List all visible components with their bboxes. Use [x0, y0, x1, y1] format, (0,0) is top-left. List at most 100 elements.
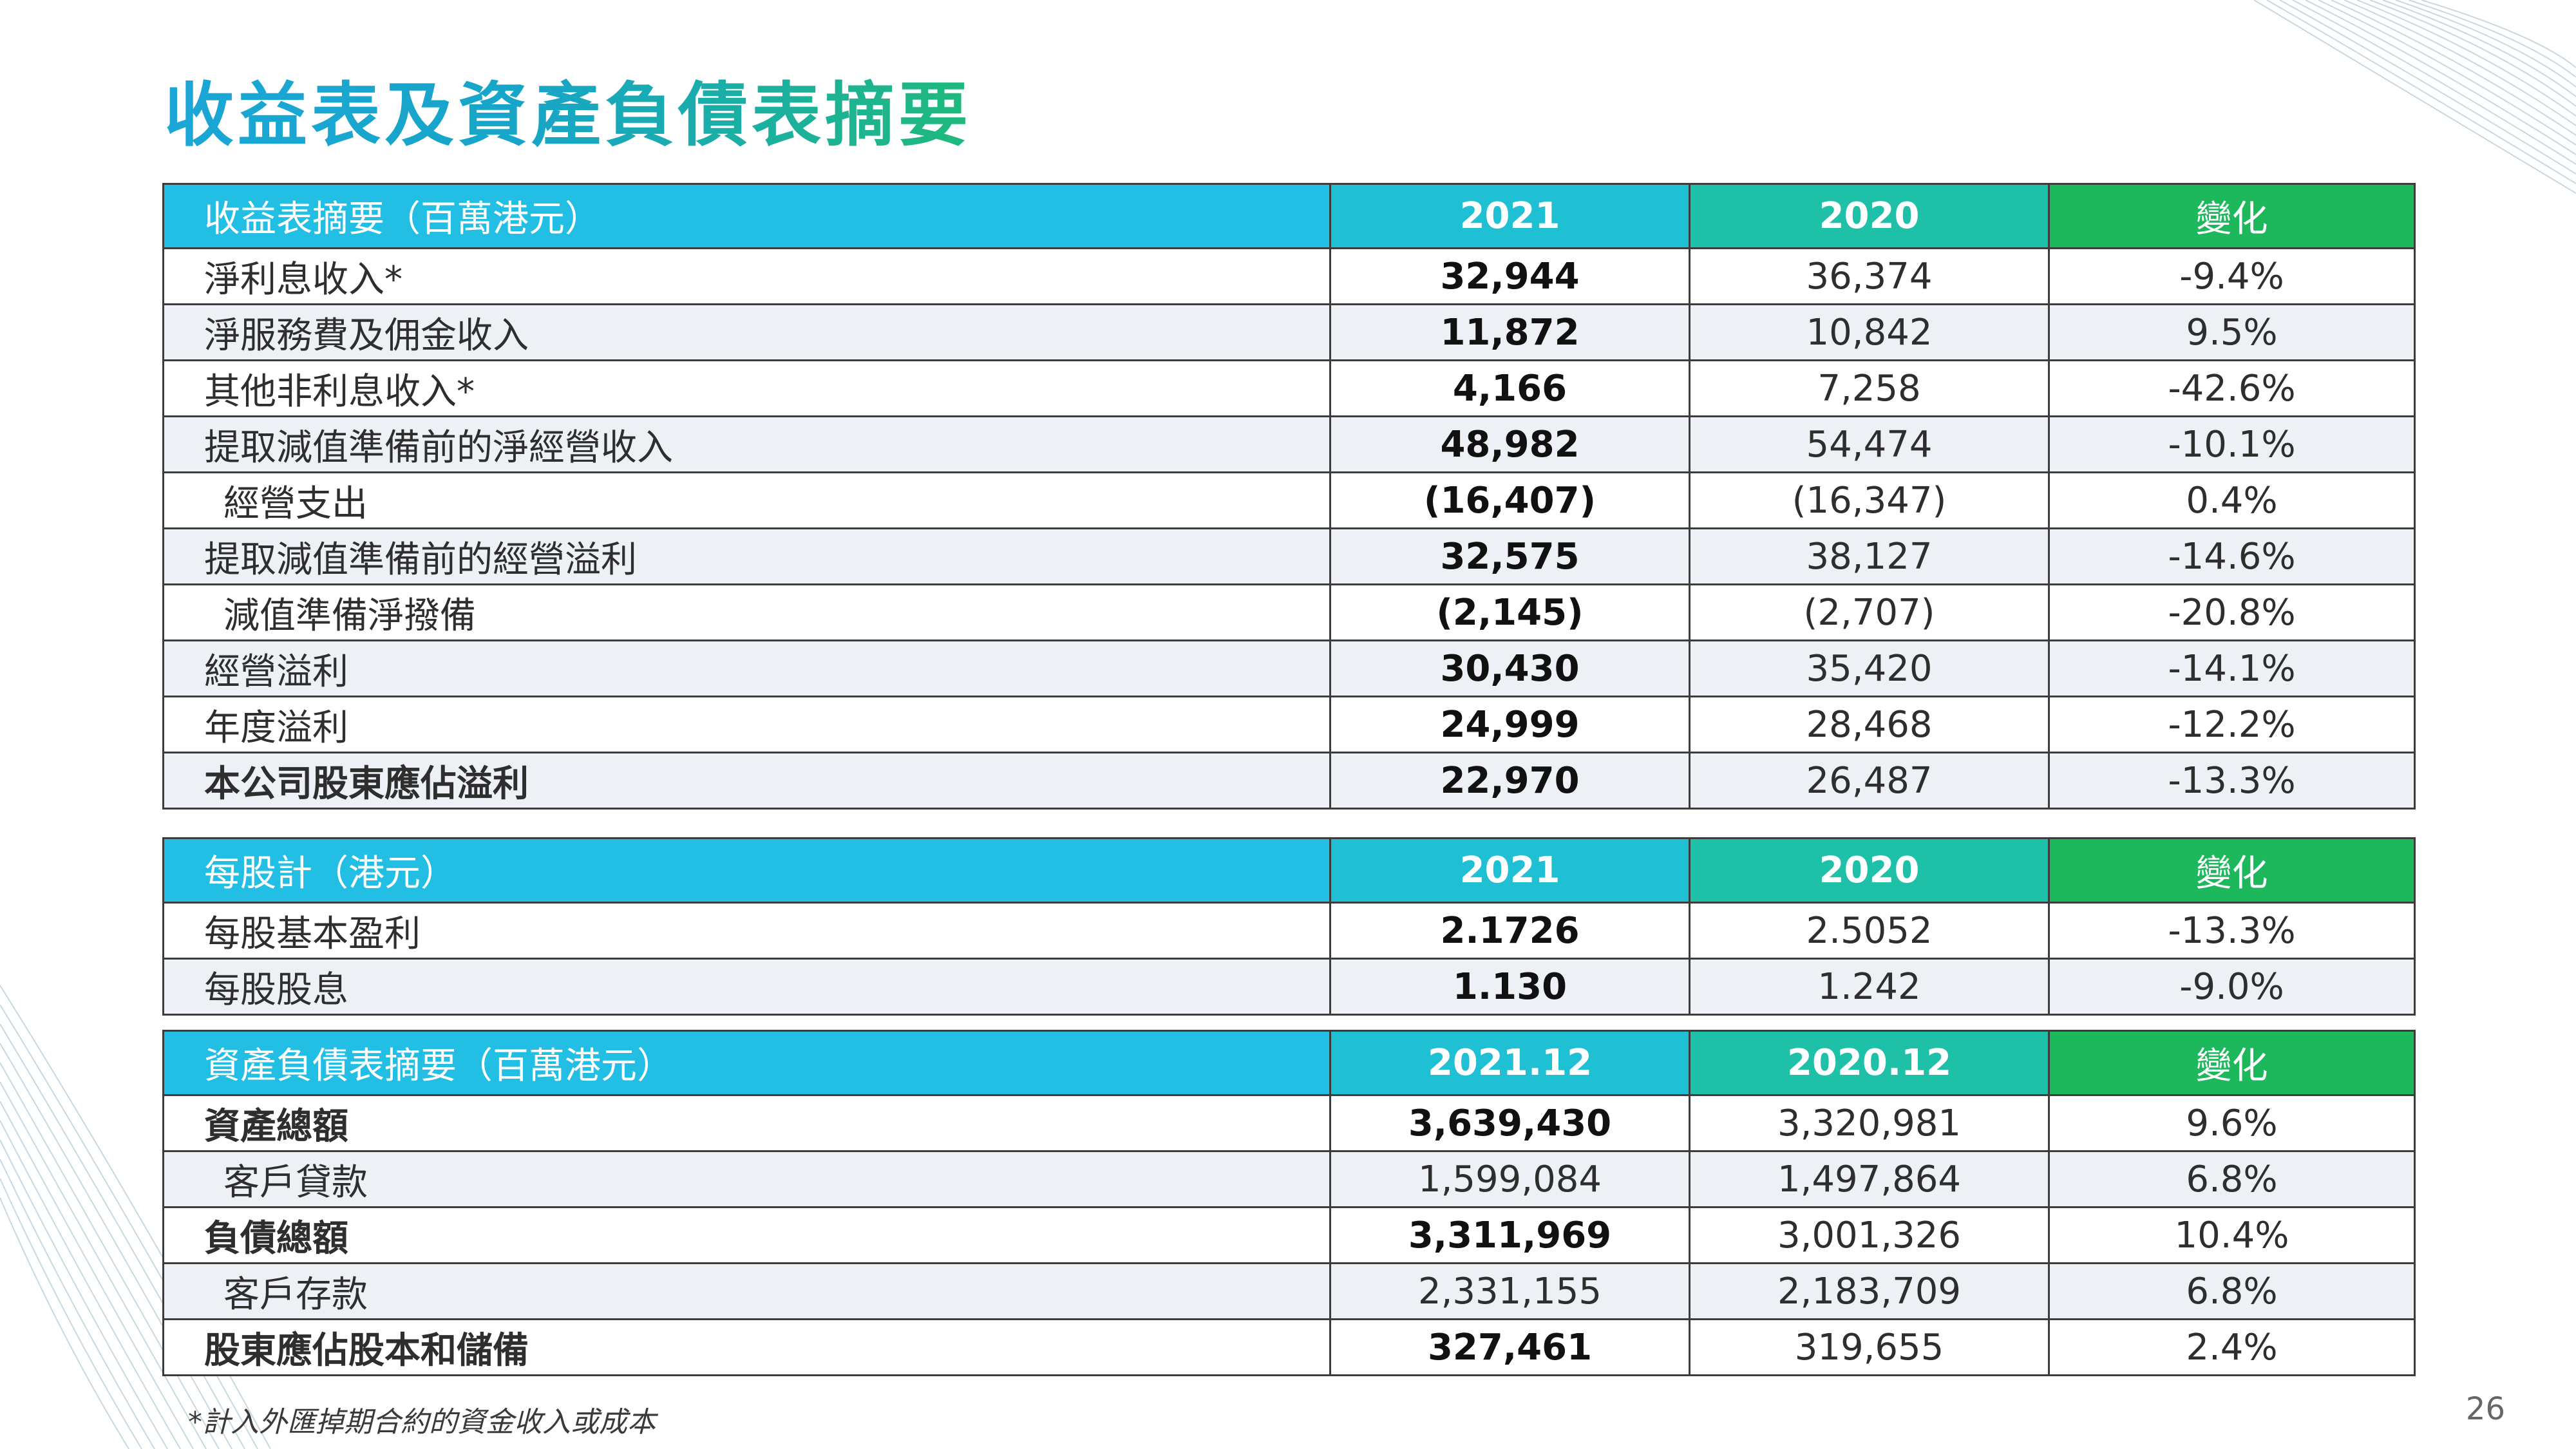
value-change: -10.1%	[2048, 415, 2416, 473]
header-change: 變化	[2048, 183, 2416, 249]
income-statement-table: 收益表摘要（百萬港元） 2021 2020 變化 淨利息收入* 32,944 3…	[162, 183, 2416, 810]
table-row: 股東應佔股本和儲備 327,461 319,655 2.4%	[162, 1318, 2416, 1376]
table-row: 減值準備淨撥備 (2,145) (2,707) -20.8%	[162, 583, 2416, 641]
value-2020: 319,655	[1689, 1318, 2050, 1376]
value-change: -42.6%	[2048, 359, 2416, 417]
value-2020: 2,183,709	[1689, 1262, 2050, 1320]
value-2021: 48,982	[1329, 415, 1690, 473]
row-label: 提取減值準備前的經營溢利	[162, 527, 1331, 585]
value-2021: 2,331,155	[1329, 1262, 1690, 1320]
value-2021: 32,575	[1329, 527, 1690, 585]
table-row: 本公司股東應佔溢利 22,970 26,487 -13.3%	[162, 752, 2416, 810]
table-row: 淨利息收入* 32,944 36,374 -9.4%	[162, 247, 2416, 305]
footnote: *計入外匯掉期合約的資金收入或成本	[188, 1406, 656, 1439]
header-label: 資產負債表摘要（百萬港元）	[162, 1030, 1331, 1096]
value-2020: (16,347)	[1689, 471, 2050, 529]
value-change: -14.6%	[2048, 527, 2416, 585]
row-label: 每股基本盈利	[162, 902, 1331, 960]
table-row: 提取減值準備前的經營溢利 32,575 38,127 -14.6%	[162, 527, 2416, 585]
value-2021: 327,461	[1329, 1318, 1690, 1376]
table-row: 提取減值準備前的淨經營收入 48,982 54,474 -10.1%	[162, 415, 2416, 473]
value-change: 6.8%	[2048, 1262, 2416, 1320]
table-row: 淨服務費及佣金收入 11,872 10,842 9.5%	[162, 303, 2416, 361]
row-label: 股東應佔股本和儲備	[162, 1318, 1331, 1376]
value-2020: 3,001,326	[1689, 1206, 2050, 1264]
page-number: 26	[2465, 1391, 2505, 1427]
value-2020: 1.242	[1689, 958, 2050, 1016]
value-2021: 2.1726	[1329, 902, 1690, 960]
table-row: 資產總額 3,639,430 3,320,981 9.6%	[162, 1094, 2416, 1152]
value-2021: 32,944	[1329, 247, 1690, 305]
header-change: 變化	[2048, 837, 2416, 904]
table-row: 經營溢利 30,430 35,420 -14.1%	[162, 639, 2416, 697]
value-change: -14.1%	[2048, 639, 2416, 697]
value-2021: 24,999	[1329, 696, 1690, 753]
table-row: 其他非利息收入* 4,166 7,258 -42.6%	[162, 359, 2416, 417]
value-2021: (16,407)	[1329, 471, 1690, 529]
value-change: 2.4%	[2048, 1318, 2416, 1376]
value-2021: (2,145)	[1329, 583, 1690, 641]
value-2021: 30,430	[1329, 639, 1690, 697]
value-change: -20.8%	[2048, 583, 2416, 641]
value-2020: 10,842	[1689, 303, 2050, 361]
row-label: 經營支出	[162, 471, 1331, 529]
value-change: -13.3%	[2048, 902, 2416, 960]
row-label: 客戶貸款	[162, 1150, 1331, 1208]
per-share-table: 每股計（港元） 2021 2020 變化 每股基本盈利 2.1726 2.505…	[162, 837, 2416, 1016]
value-2020: 2.5052	[1689, 902, 2050, 960]
row-label: 淨服務費及佣金收入	[162, 303, 1331, 361]
value-2020: 1,497,864	[1689, 1150, 2050, 1208]
value-2021: 4,166	[1329, 359, 1690, 417]
table-row: 每股股息 1.130 1.242 -9.0%	[162, 958, 2416, 1016]
table-header-row: 每股計（港元） 2021 2020 變化	[162, 837, 2416, 904]
table-row: 負債總額 3,311,969 3,001,326 10.4%	[162, 1206, 2416, 1264]
row-label: 提取減值準備前的淨經營收入	[162, 415, 1331, 473]
table-row: 每股基本盈利 2.1726 2.5052 -13.3%	[162, 902, 2416, 960]
table-row: 年度溢利 24,999 28,468 -12.2%	[162, 696, 2416, 753]
row-label: 負債總額	[162, 1206, 1331, 1264]
row-label: 減值準備淨撥備	[162, 583, 1331, 641]
header-period-2021-12: 2021.12	[1329, 1030, 1690, 1096]
value-2020: (2,707)	[1689, 583, 2050, 641]
row-label: 年度溢利	[162, 696, 1331, 753]
value-2020: 7,258	[1689, 359, 2050, 417]
value-2020: 38,127	[1689, 527, 2050, 585]
header-label: 收益表摘要（百萬港元）	[162, 183, 1331, 249]
table-row: 客戶貸款 1,599,084 1,497,864 6.8%	[162, 1150, 2416, 1208]
row-label: 資產總額	[162, 1094, 1331, 1152]
page-title: 收益表及資產負債表摘要	[164, 59, 972, 160]
value-2021: 3,311,969	[1329, 1206, 1690, 1264]
value-change: 9.5%	[2048, 303, 2416, 361]
table-header-row: 收益表摘要（百萬港元） 2021 2020 變化	[162, 183, 2416, 249]
value-2021: 11,872	[1329, 303, 1690, 361]
value-2021: 1,599,084	[1329, 1150, 1690, 1208]
value-change: -9.0%	[2048, 958, 2416, 1016]
row-label: 本公司股東應佔溢利	[162, 752, 1331, 810]
value-2021: 3,639,430	[1329, 1094, 1690, 1152]
table-row: 客戶存款 2,331,155 2,183,709 6.8%	[162, 1262, 2416, 1320]
header-year-2020: 2020	[1689, 183, 2050, 249]
value-2020: 36,374	[1689, 247, 2050, 305]
value-2021: 22,970	[1329, 752, 1690, 810]
value-2020: 26,487	[1689, 752, 2050, 810]
value-change: -9.4%	[2048, 247, 2416, 305]
header-year-2021: 2021	[1329, 837, 1690, 904]
value-2020: 28,468	[1689, 696, 2050, 753]
value-change: 6.8%	[2048, 1150, 2416, 1208]
value-2020: 54,474	[1689, 415, 2050, 473]
header-year-2020: 2020	[1689, 837, 2050, 904]
value-change: -12.2%	[2048, 696, 2416, 753]
balance-sheet-table: 資產負債表摘要（百萬港元） 2021.12 2020.12 變化 資產總額 3,…	[162, 1030, 2416, 1376]
value-change: 0.4%	[2048, 471, 2416, 529]
row-label: 經營溢利	[162, 639, 1331, 697]
header-period-2020-12: 2020.12	[1689, 1030, 2050, 1096]
row-label: 客戶存款	[162, 1262, 1331, 1320]
row-label: 其他非利息收入*	[162, 359, 1331, 417]
value-2021: 1.130	[1329, 958, 1690, 1016]
value-2020: 35,420	[1689, 639, 2050, 697]
row-label: 淨利息收入*	[162, 247, 1331, 305]
value-change: 10.4%	[2048, 1206, 2416, 1264]
value-change: -13.3%	[2048, 752, 2416, 810]
header-year-2021: 2021	[1329, 183, 1690, 249]
row-label: 每股股息	[162, 958, 1331, 1016]
